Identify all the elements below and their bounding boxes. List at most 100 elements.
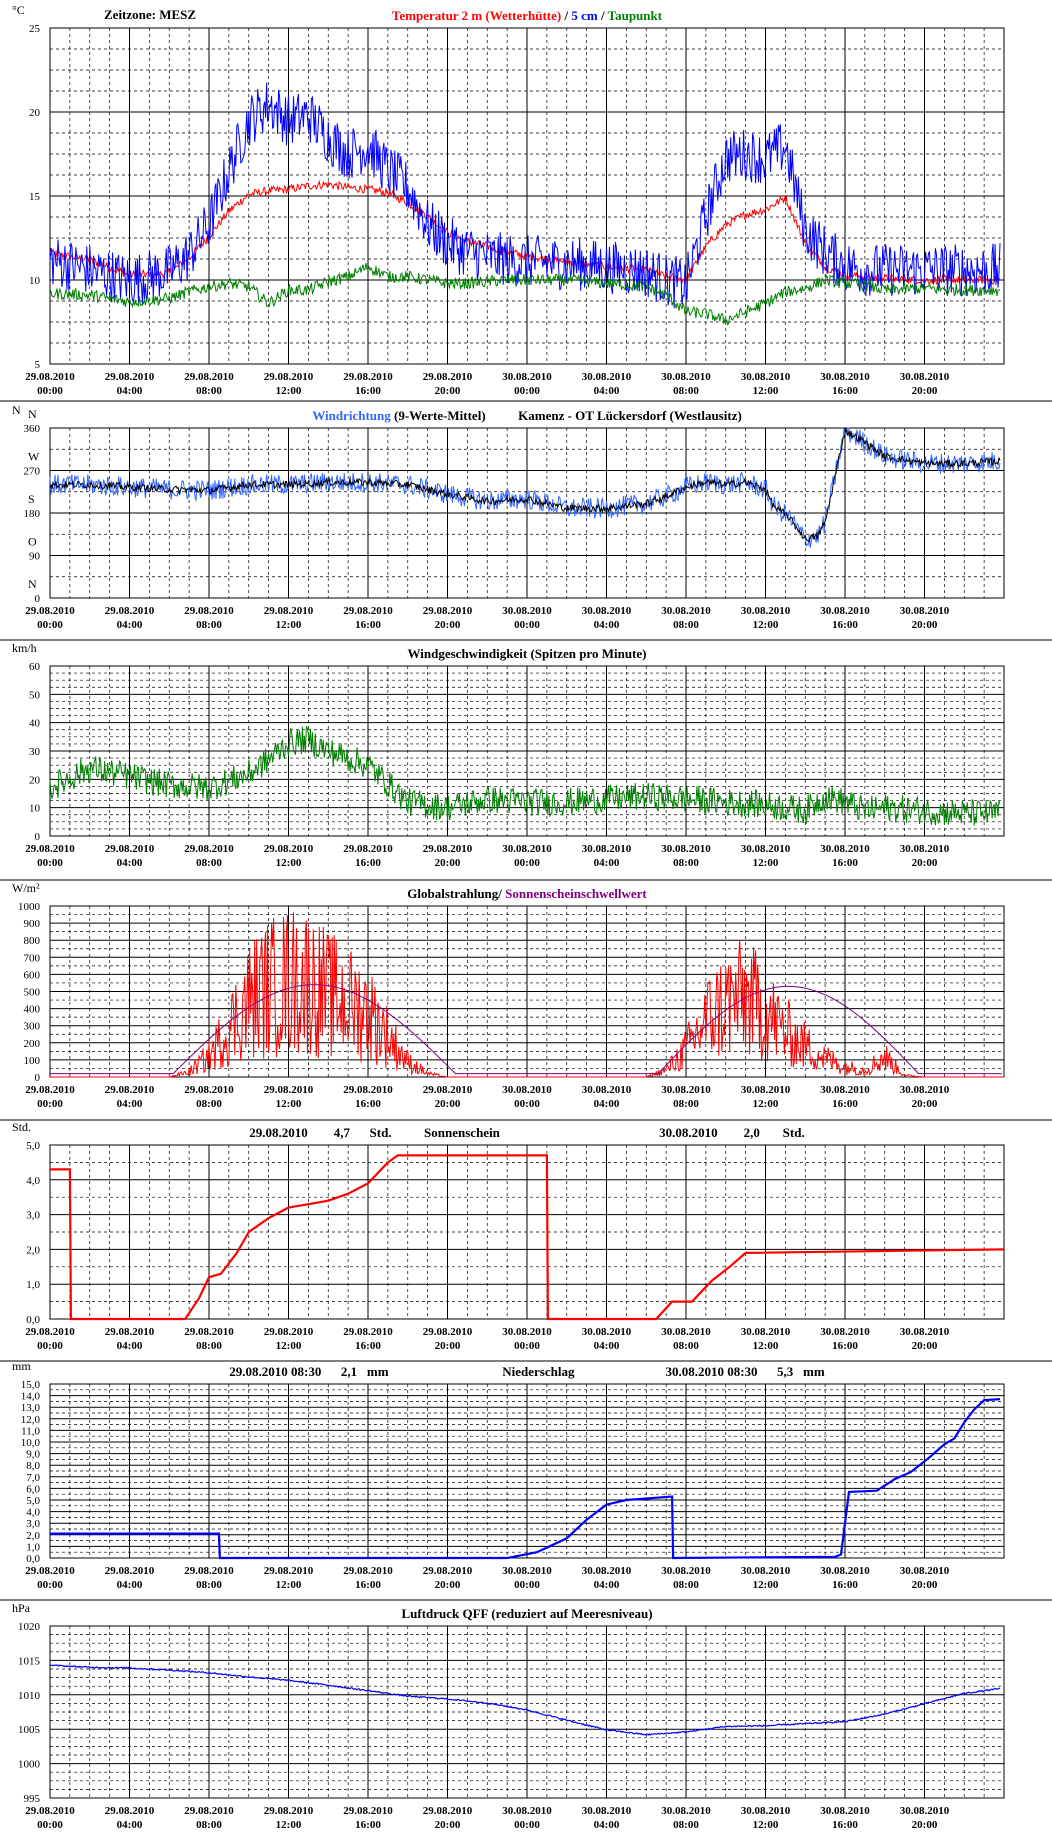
x-tick-date: 29.08.2010 <box>264 1805 314 1817</box>
x-tick-time: 00:00 <box>514 857 540 869</box>
x-tick-date: 29.08.2010 <box>343 1326 393 1338</box>
header-part: Sonnenscheinschwellwert <box>505 886 647 901</box>
y-tick-label: 0 <box>35 831 41 843</box>
x-tick-time: 16:00 <box>832 857 858 869</box>
y-tick-label: 0 <box>35 593 41 605</box>
header-part: Temperatur 2 m (Wetterhütte) <box>392 8 561 23</box>
x-tick-date: 30.08.2010 <box>900 605 950 617</box>
x-tick-time: 08:00 <box>196 1098 222 1110</box>
y-tick-label: 1000 <box>18 901 41 913</box>
y-tick-label: 10 <box>29 275 41 287</box>
x-tick-time: 20:00 <box>912 1819 938 1831</box>
x-tick-time: 16:00 <box>832 1819 858 1831</box>
y-tick-label: 1000 <box>18 1759 41 1771</box>
x-tick-time: 12:00 <box>753 1098 779 1110</box>
x-tick-time: 04:00 <box>117 1340 143 1352</box>
x-tick-time: 00:00 <box>37 1340 63 1352</box>
x-tick-time: 20:00 <box>435 1819 461 1831</box>
y-tick-label: 8,0 <box>26 1460 40 1472</box>
y-tick-label: 2,0 <box>26 1530 40 1542</box>
x-tick-time: 20:00 <box>435 1340 461 1352</box>
x-tick-time: 00:00 <box>514 1098 540 1110</box>
header-part: / <box>561 8 571 23</box>
y-tick-label: 700 <box>24 952 41 964</box>
y-tick-label: 270 <box>24 466 41 478</box>
y-tick-label: 900 <box>24 918 41 930</box>
x-tick-date: 29.08.2010 <box>184 605 234 617</box>
x-tick-date: 29.08.2010 <box>25 605 75 617</box>
y-tick-label: 2,0 <box>26 1244 40 1256</box>
y-tick-label: 10,0 <box>21 1437 41 1449</box>
x-tick-date: 30.08.2010 <box>502 843 552 855</box>
x-tick-time: 08:00 <box>196 385 222 397</box>
x-tick-date: 30.08.2010 <box>582 1805 632 1817</box>
x-tick-date: 29.08.2010 <box>343 1084 393 1096</box>
x-tick-date: 29.08.2010 <box>25 1805 75 1817</box>
y-unit-label: Std. <box>12 1120 31 1134</box>
x-tick-date: 29.08.2010 <box>105 1084 155 1096</box>
y-tick-label: 7,0 <box>26 1472 40 1484</box>
y-tick-label: 5,0 <box>26 1140 40 1152</box>
x-tick-time: 08:00 <box>673 1579 699 1591</box>
x-tick-time: 12:00 <box>276 1098 302 1110</box>
x-tick-date: 30.08.2010 <box>820 371 870 383</box>
x-tick-date: 30.08.2010 <box>741 371 791 383</box>
x-tick-date: 29.08.2010 <box>343 371 393 383</box>
y-tick-label: 11,0 <box>21 1425 40 1437</box>
x-tick-date: 29.08.2010 <box>105 843 155 855</box>
y-unit-label: hPa <box>12 1601 31 1615</box>
x-tick-time: 00:00 <box>37 1098 63 1110</box>
x-tick-date: 29.08.2010 <box>423 1084 473 1096</box>
x-tick-time: 04:00 <box>117 857 143 869</box>
y-tick-label: 995 <box>24 1793 41 1805</box>
x-tick-time: 16:00 <box>355 857 381 869</box>
x-tick-time: 20:00 <box>435 385 461 397</box>
x-tick-time: 00:00 <box>37 1819 63 1831</box>
chart-panel-sunshine: 0,0 1,0 2,0 3,0 4,0 5,0 Std. 29.08.2010 4,7 Std… <box>0 1120 1052 1362</box>
x-tick-time: 08:00 <box>673 619 699 631</box>
y-tick-label: 9,0 <box>26 1449 40 1461</box>
x-tick-time: 08:00 <box>673 1819 699 1831</box>
chart-panel-wind_speed: 0 10 20 30 40 50 60 km/h Windgeschwindigkeit (Sp… <box>0 641 1052 881</box>
y-tick-label: 800 <box>24 935 41 947</box>
y-tick-label: 1015 <box>18 1655 41 1667</box>
x-tick-time: 12:00 <box>753 1340 779 1352</box>
x-tick-date: 30.08.2010 <box>741 1084 791 1096</box>
y-tick-label: 15 <box>29 191 41 203</box>
x-tick-date: 29.08.2010 <box>264 1084 314 1096</box>
header-part: Globalstrahlung/ <box>407 886 505 901</box>
x-tick-date: 30.08.2010 <box>502 1326 552 1338</box>
x-tick-time: 12:00 <box>276 857 302 869</box>
header-part: Windgeschwindigkeit (Spitzen pro Minute) <box>408 646 647 661</box>
x-tick-date: 30.08.2010 <box>820 605 870 617</box>
x-tick-date: 30.08.2010 <box>582 843 632 855</box>
compass-label: O <box>28 535 37 549</box>
x-tick-time: 16:00 <box>832 1579 858 1591</box>
x-tick-time: 12:00 <box>276 1819 302 1831</box>
y-tick-label: 14,0 <box>21 1391 41 1403</box>
header-part: 29.08.2010 4,7 Std. Sonnenschein 30.08.2… <box>249 1125 804 1140</box>
x-tick-date: 29.08.2010 <box>25 1565 75 1577</box>
x-tick-time: 04:00 <box>117 1579 143 1591</box>
y-tick-label: 6,0 <box>26 1483 40 1495</box>
x-tick-time: 00:00 <box>514 385 540 397</box>
x-tick-date: 29.08.2010 <box>343 843 393 855</box>
series-line-windrichtung <box>49 427 1001 548</box>
x-tick-date: 29.08.2010 <box>105 1565 155 1577</box>
x-tick-date: 29.08.2010 <box>423 1805 473 1817</box>
x-tick-date: 29.08.2010 <box>184 1805 234 1817</box>
y-tick-label: 20 <box>29 107 41 119</box>
x-tick-date: 30.08.2010 <box>820 1326 870 1338</box>
x-tick-date: 30.08.2010 <box>661 1565 711 1577</box>
x-tick-date: 30.08.2010 <box>661 1805 711 1817</box>
x-tick-date: 29.08.2010 <box>343 605 393 617</box>
panel-header: 29.08.2010 08:30 2,1 mm Niederschlag 30.… <box>229 1364 825 1379</box>
x-tick-time: 08:00 <box>196 619 222 631</box>
x-tick-time: 00:00 <box>37 619 63 631</box>
x-tick-date: 30.08.2010 <box>582 1084 632 1096</box>
y-tick-label: 500 <box>24 987 41 999</box>
y-tick-label: 4,0 <box>26 1507 40 1519</box>
y-tick-label: 1020 <box>18 1621 41 1633</box>
